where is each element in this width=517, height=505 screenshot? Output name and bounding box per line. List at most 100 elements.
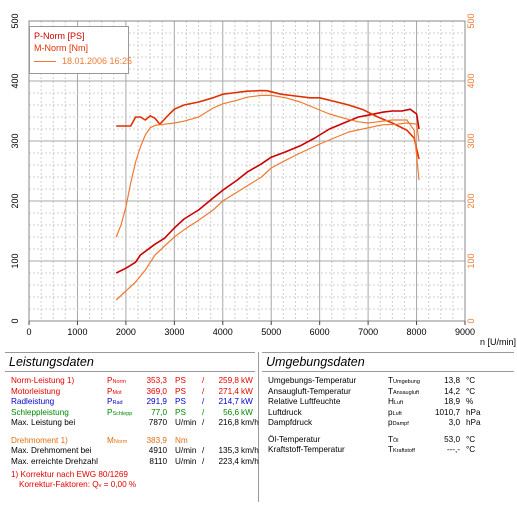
env-symbol: HLuft xyxy=(388,397,403,406)
x-tick-label: 3000 xyxy=(164,327,184,337)
env-symbol: TUmgebung xyxy=(388,376,420,385)
x-tick-label: 1000 xyxy=(67,327,87,337)
env-symbol: pDampf xyxy=(388,418,409,427)
metric-unit-2: km/h xyxy=(241,446,259,455)
y-left-tick-label: 200 xyxy=(10,193,20,208)
env-label: Relative Luftfeuchte xyxy=(268,397,341,406)
env-value: 14,2 xyxy=(444,386,460,396)
metric-symbol: MNorm xyxy=(107,436,127,445)
metric-separator: / xyxy=(202,456,205,466)
env-value: 3,0 xyxy=(448,418,460,427)
metric-value-1: 77,0 xyxy=(151,407,167,417)
metric-unit-1: U/min xyxy=(175,446,197,455)
metric-separator: / xyxy=(202,446,205,455)
metric-value-1: 353,3 xyxy=(146,376,168,385)
metric-unit-2: kW xyxy=(241,386,253,396)
metric-value-2: 271,4 xyxy=(218,386,240,396)
x-tick-label: 9000 xyxy=(455,327,475,337)
env-unit: °C xyxy=(466,386,476,396)
metric-symbol: PNorm xyxy=(107,376,126,385)
metric-value-2: 135,3 xyxy=(218,446,240,455)
y-left-tick-label: 300 xyxy=(10,133,20,148)
metric-unit-1: Nm xyxy=(175,435,188,445)
metric-unit-2: km/h xyxy=(241,456,259,466)
metric-unit-1: PS xyxy=(175,376,186,385)
footnote-correction-factor: Korrektur-Faktoren: Qv = 0,00 % xyxy=(19,480,136,489)
env-symbol-letter: H xyxy=(388,397,394,406)
metric-value-2: 223,4 xyxy=(218,456,240,466)
metric-label: Schleppleistung xyxy=(11,407,69,417)
metric-separator: / xyxy=(202,418,205,427)
metric-value-2: 214,7 xyxy=(218,397,240,406)
metric-separator: / xyxy=(202,386,205,396)
env-value: 1010,7 xyxy=(434,407,460,417)
env-symbol-letter: T xyxy=(388,386,394,396)
metric-symbol-subscript: Mot xyxy=(112,389,122,396)
y-right-tick-label: 100 xyxy=(466,253,476,268)
metric-unit-2: kW xyxy=(241,407,253,417)
metric-label: Motorleistung xyxy=(11,386,61,396)
env-symbol-subscript: Dampf xyxy=(392,421,409,427)
series-line-reference-torque xyxy=(115,94,420,238)
metric-symbol: PRad xyxy=(107,397,123,406)
footnote-factor-prefix: Korrektur-Faktoren: Q xyxy=(19,480,99,489)
env-symbol-subscript: Umgebung xyxy=(393,379,420,385)
metric-value-2: 56,6 xyxy=(223,407,239,417)
series-line-p-norm xyxy=(115,108,420,274)
env-unit: °C xyxy=(466,445,476,454)
footnote-factor-value: = 0,00 % xyxy=(101,480,137,489)
env-symbol: TÖl xyxy=(388,435,399,444)
env-label: Ansaugluft-Temperatur xyxy=(268,386,351,396)
x-tick-label: 7000 xyxy=(358,327,378,337)
x-tick-label: 5000 xyxy=(261,327,281,337)
env-symbol: pLuft xyxy=(388,408,402,417)
env-unit: °C xyxy=(466,376,476,385)
plot-frame xyxy=(28,20,466,322)
env-symbol: TKraftstoff xyxy=(388,445,415,454)
y-right-tick-label: 300 xyxy=(466,133,476,148)
env-symbol-letter: T xyxy=(388,445,394,454)
env-label: Dampfdruck xyxy=(268,418,313,427)
y-right-tick-label: 200 xyxy=(466,193,476,208)
metric-separator: / xyxy=(202,376,205,385)
legend-m-norm: M-Norm [Nm] xyxy=(34,43,88,53)
metric-unit-2: kW xyxy=(241,376,253,385)
env-symbol-subscript: Öl xyxy=(393,437,399,444)
x-tick-label: 6000 xyxy=(310,327,330,337)
metric-label: Max. Leistung bei xyxy=(11,418,76,427)
env-value: 53,0 xyxy=(444,434,460,444)
env-label: Kraftstoff-Temperatur xyxy=(268,445,345,454)
metric-separator: / xyxy=(202,397,205,406)
metric-value-1: 383,9 xyxy=(146,435,168,445)
metric-symbol-subscript: Schlepp xyxy=(112,410,133,417)
metric-symbol-subscript: Norm xyxy=(113,438,128,445)
env-label: Umgebungs-Temperatur xyxy=(268,376,357,385)
metric-unit-1: U/min xyxy=(175,418,197,427)
y-left-tick-label: 0 xyxy=(10,318,20,323)
metric-value-1: 8110 xyxy=(149,456,167,466)
env-symbol-letter: T xyxy=(388,434,394,444)
env-value: 18,9 xyxy=(444,397,460,406)
y-right-tick-label: 500 xyxy=(466,13,476,28)
env-symbol-subscript: Luft xyxy=(393,400,404,406)
legend-p-norm: P-Norm [PS] xyxy=(34,31,85,41)
metric-label: Max. erreichte Drehzahl xyxy=(11,456,98,466)
umgebungsdaten-panel: Umgebungsdaten Umgebungs-Temperatur TUmge… xyxy=(262,352,514,502)
footnote-correction: 1) Korrektur nach EWG 80/1269 xyxy=(11,470,128,479)
x-tick-label: 2000 xyxy=(116,327,136,337)
metric-symbol-subscript: Norm xyxy=(112,379,126,385)
env-value: ---,- xyxy=(446,445,460,454)
metric-value-1: 7870 xyxy=(148,418,167,427)
metric-value-2: 259,8 xyxy=(218,376,240,385)
metric-label: Norm-Leistung 1) xyxy=(11,376,75,385)
env-symbol-letter: p xyxy=(388,407,393,417)
metric-unit-1: U/min xyxy=(175,456,197,466)
metric-symbol-letter: M xyxy=(107,435,114,445)
panel-divider xyxy=(258,352,259,502)
series-line-m-norm xyxy=(116,89,420,160)
metric-unit-1: PS xyxy=(175,407,186,417)
y-right-tick-label: 400 xyxy=(466,73,476,88)
metric-symbol: PSchlepp xyxy=(107,408,132,417)
metric-value-2: 216,8 xyxy=(218,418,240,427)
metric-unit-1: PS xyxy=(175,386,186,396)
